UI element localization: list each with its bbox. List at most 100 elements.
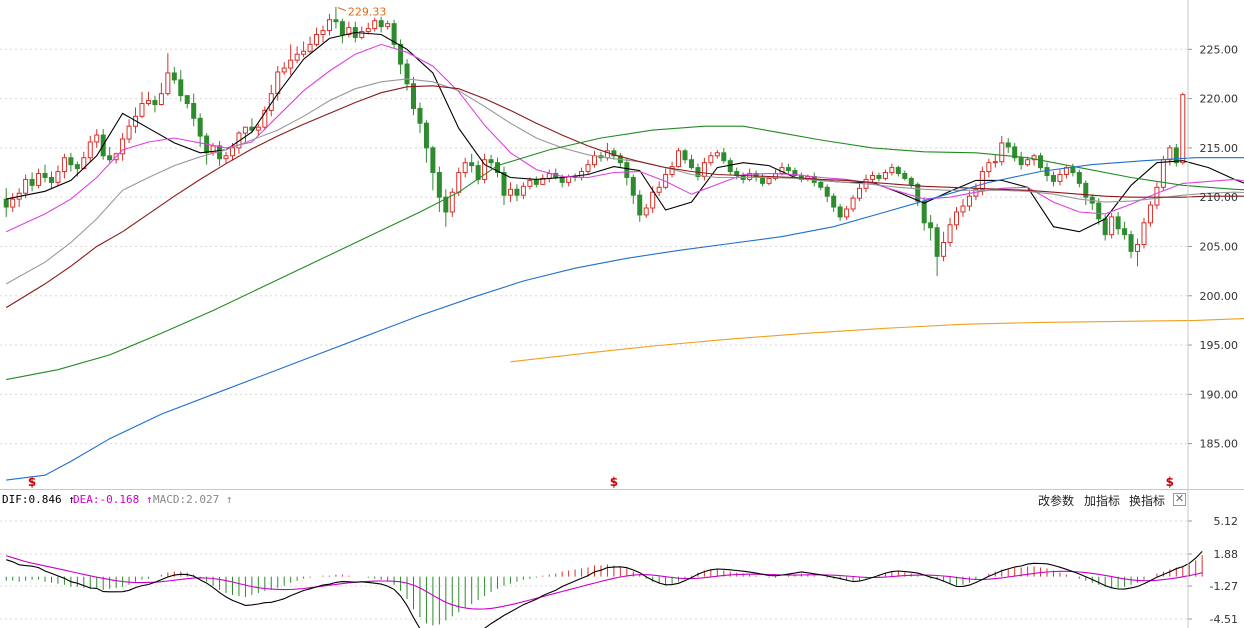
candle-body-down [915, 183, 921, 202]
dea-line [6, 555, 1203, 610]
candle-body-down [184, 95, 190, 105]
candle-body-up [520, 185, 526, 196]
candle-body-down [48, 176, 54, 183]
candle-body-down [908, 177, 914, 185]
change-params-button[interactable]: 改参数 [1038, 494, 1075, 508]
candle-body-up [223, 155, 229, 160]
candle-body-down [876, 174, 882, 179]
candle-body-down [469, 162, 475, 167]
candle-body-up [992, 161, 998, 164]
candle-body-up [61, 157, 67, 173]
candle-body-up [766, 177, 772, 184]
candle-body-up [314, 34, 320, 45]
candle-body-down [501, 172, 507, 196]
candle-body-down [410, 83, 416, 109]
close-icon[interactable]: ✕ [1173, 492, 1186, 506]
candle-body-up [701, 162, 707, 177]
price-tick-label: 210.00 [1200, 191, 1239, 204]
candle-body-up [320, 30, 326, 36]
candle-body-up [882, 172, 888, 179]
candle-body-up [365, 28, 371, 33]
candle-body-up [1025, 159, 1031, 166]
candle-body-down [727, 160, 733, 173]
candle-body-up [94, 134, 100, 143]
candle-body-up [307, 43, 313, 52]
peak-price-label: 229.33 [348, 6, 387, 19]
candle-body-up [947, 224, 953, 244]
candle-body-down [423, 122, 429, 149]
candle-body-down [1012, 146, 1018, 159]
candle-body-up [1109, 216, 1115, 236]
price-tick-label: 205.00 [1200, 240, 1239, 253]
candle-body-down [1122, 228, 1128, 236]
candle-body-down [792, 170, 798, 176]
macd-tick-label: 5.12 [1214, 515, 1239, 528]
switch-indicator-button[interactable]: 换指标 [1129, 494, 1166, 508]
candle-body-up [507, 188, 513, 196]
candle-body-up [650, 191, 656, 209]
candle-body-down [1096, 202, 1102, 220]
candle-body-up [527, 179, 533, 187]
dif-value: DIF:0.846 ↑ [2, 493, 75, 506]
price-tick-label: 200.00 [1200, 290, 1239, 303]
candle-body-down [760, 176, 766, 184]
candle-body-up [966, 195, 972, 207]
candle-body-up [268, 93, 274, 111]
candle-body-up [954, 211, 960, 226]
grid-lines [0, 48, 1188, 620]
ma-line-ma5 [6, 31, 1244, 233]
candle-body-up [262, 109, 268, 128]
candle-body-up [1147, 204, 1153, 224]
candle-body-down [895, 167, 901, 175]
candle-body-up [1135, 243, 1141, 252]
candle-body-down [197, 117, 203, 137]
candle-body-up [36, 173, 42, 186]
candle-body-down [837, 206, 843, 218]
candle-body-down [831, 195, 837, 208]
candle-body-down [417, 107, 423, 124]
candle-body-up [579, 171, 585, 178]
candle-body-up [1167, 147, 1173, 161]
candle-body-down [3, 198, 9, 208]
candle-body-up [10, 198, 16, 208]
candle-body-up [585, 164, 591, 173]
candle-body-up [1180, 94, 1186, 164]
macd-tick-label: -4.51 [1210, 613, 1238, 626]
candle-body-up [857, 187, 863, 199]
candle-body-down [378, 20, 384, 28]
price-tick-label: 185.00 [1200, 438, 1239, 451]
macd-histogram [5, 551, 1203, 628]
candle-body-down [1005, 142, 1011, 148]
candle-body-up [1141, 222, 1147, 245]
candle-body-up [714, 152, 720, 157]
candle-body-down [1050, 174, 1056, 182]
candle-body-down [1115, 216, 1121, 230]
price-tick-label: 215.00 [1200, 142, 1239, 155]
candle-body-down [107, 155, 113, 161]
candle-body-up [139, 103, 145, 117]
candle-body-up [669, 166, 675, 175]
candle-body-down [191, 103, 197, 119]
candle-body-up [1031, 155, 1037, 161]
candle-body-down [430, 147, 436, 174]
candle-body-down [68, 157, 74, 166]
candle-body-down [688, 159, 694, 169]
candle-body-down [824, 186, 830, 197]
candle-body-up [126, 125, 132, 140]
candle-body-up [158, 93, 164, 106]
annotations: 229.33 $ $ $ [28, 6, 1174, 489]
candlesticks [3, 6, 1186, 277]
candle-body-up [456, 172, 462, 193]
candle-body-up [1160, 159, 1166, 188]
macd-tick-label: -1.27 [1210, 580, 1238, 593]
candle-body-up [869, 174, 875, 180]
candle-body-up [281, 67, 287, 73]
candle-body-up [546, 173, 552, 179]
candle-body-up [326, 19, 332, 32]
candle-body-up [385, 23, 391, 28]
add-indicator-button[interactable]: 加指标 [1084, 494, 1121, 508]
candle-body-down [637, 194, 643, 216]
candle-body-down [611, 150, 617, 157]
